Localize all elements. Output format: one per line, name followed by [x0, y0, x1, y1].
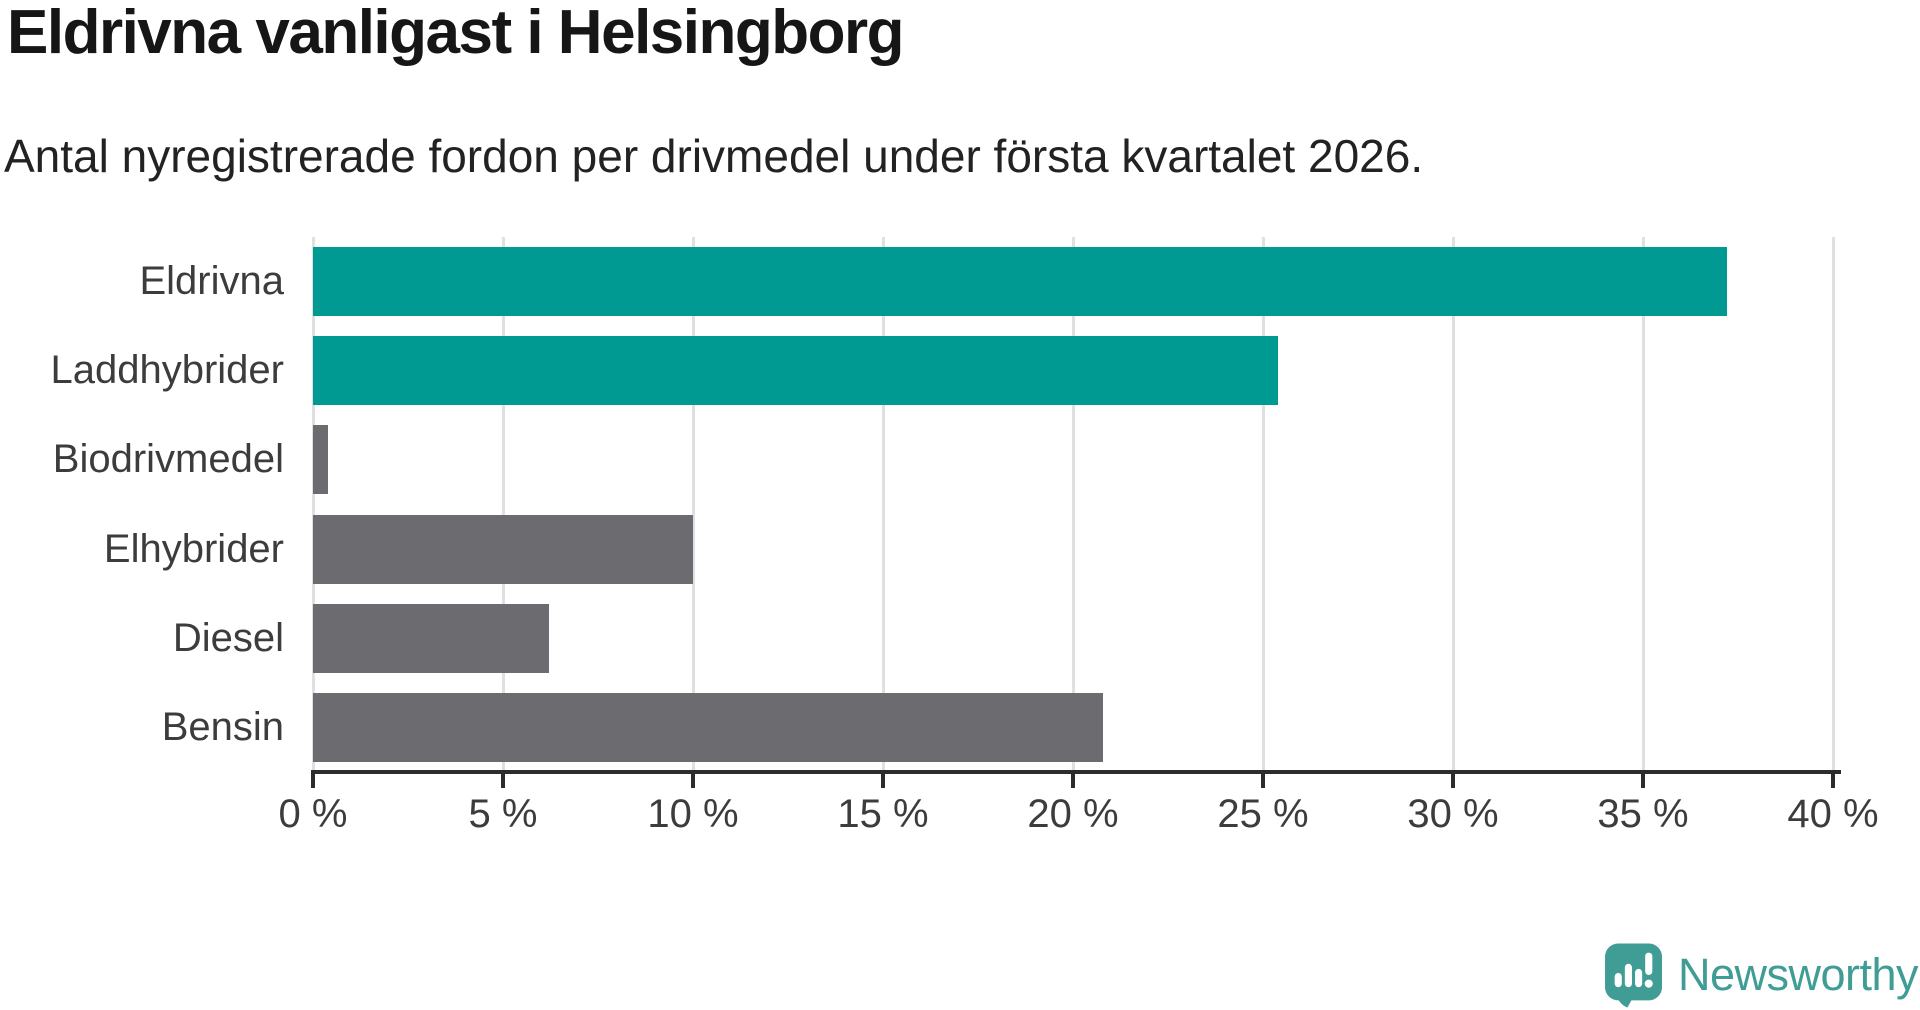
category-label: Diesel [172, 615, 284, 660]
bar-eldrivna [313, 247, 1727, 317]
bar-row [313, 505, 1833, 594]
x-axis-tick-label: 35 % [1597, 792, 1689, 836]
x-axis-tick [1071, 774, 1075, 788]
bar-row [313, 237, 1833, 326]
x-axis-tick [1831, 774, 1835, 788]
category-label: Bensin [161, 704, 284, 749]
x-axis-tick [1261, 774, 1265, 788]
x-axis-tick-label: 20 % [1027, 792, 1119, 836]
gridline [1072, 237, 1075, 772]
bar-laddhybrider [313, 336, 1279, 406]
gridline [1452, 237, 1455, 772]
bar-row [313, 683, 1833, 772]
x-axis-tick [1451, 774, 1455, 788]
x-axis-tick [1641, 774, 1645, 788]
x-axis-tick [691, 774, 695, 788]
x-axis-tick [311, 774, 315, 788]
newsworthy-logo: Newsworthy [1604, 942, 1919, 1008]
gridline [502, 237, 505, 772]
bar-row [313, 326, 1833, 415]
gridline [1262, 237, 1265, 772]
newsworthy-logo-text: Newsworthy [1678, 949, 1919, 1000]
category-label: Elhybrider [103, 526, 284, 571]
x-axis-ticks [311, 770, 1835, 790]
bar-row [313, 415, 1833, 504]
x-axis-tick [881, 774, 885, 788]
x-axis-tick-label: 15 % [837, 792, 929, 836]
bars [313, 237, 1833, 772]
category-label: Laddhybrider [50, 348, 285, 393]
x-axis-line [311, 770, 1841, 774]
bar-row [313, 594, 1833, 683]
x-axis-tick-label: 40 % [1787, 792, 1879, 836]
category-labels: Eldrivna Laddhybrider Biodrivmedel Elhybrid… [0, 237, 285, 772]
gridline [692, 237, 695, 772]
speech-bubble-bar-chart-icon [1605, 943, 1662, 1008]
bar-elhybrider [313, 514, 693, 584]
category-label: Biodrivmedel [52, 437, 284, 482]
bar-biodrivmedel [313, 425, 329, 495]
page-title: Eldrivna vanligast i Helsingborg [7, 0, 905, 67]
bar-diesel [313, 603, 549, 673]
gridline [312, 237, 315, 772]
gridline [1832, 237, 1835, 772]
gridline [1642, 237, 1645, 772]
x-axis-tick-label: 25 % [1217, 792, 1309, 836]
gridline [882, 237, 885, 772]
page-subtitle: Antal nyregistrerade fordon per drivmede… [4, 130, 1424, 182]
x-axis-tick-label: 5 % [468, 792, 538, 836]
category-label: Eldrivna [139, 259, 284, 304]
bar-bensin [313, 692, 1104, 762]
x-axis-tick [501, 774, 505, 788]
x-axis-tick-labels: 0 % 5 % 10 % 15 % 20 % 25 % 30 % 35 % 40 % [279, 792, 1879, 842]
x-axis-tick-label: 30 % [1407, 792, 1499, 836]
x-axis-tick-label: 0 % [278, 792, 348, 836]
x-axis-tick-label: 10 % [647, 792, 739, 836]
plot-area [312, 237, 1835, 772]
